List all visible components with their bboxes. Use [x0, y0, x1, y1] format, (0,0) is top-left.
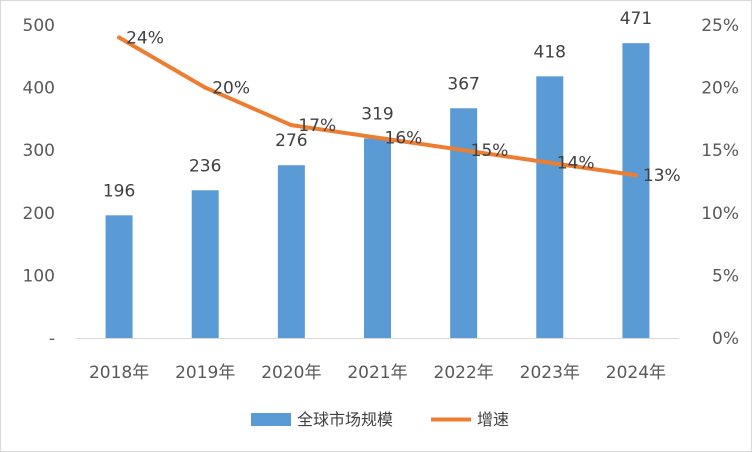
line-point	[289, 123, 294, 128]
y-right-tick-label: 25%	[701, 16, 739, 36]
bar	[536, 76, 564, 338]
bar	[191, 190, 219, 338]
x-tick-label: 2021年	[347, 363, 407, 383]
bar	[105, 215, 133, 338]
legend-bar-swatch	[251, 413, 291, 426]
line-value-label: 24%	[126, 29, 164, 49]
legend-bar-label: 全球市场规模	[297, 410, 393, 429]
line-point	[203, 85, 208, 90]
x-tick-label: 2024年	[606, 363, 666, 383]
bar-value-label: 471	[620, 9, 652, 29]
line-series	[117, 35, 638, 178]
y-left-tick-label: 400	[23, 79, 55, 99]
line-point	[633, 173, 638, 178]
data-labels: 196 236 276 319 367 418 471 24% 20% 17% 16% 15% 14% 1…	[103, 9, 681, 201]
y-left-tick-label: 500	[23, 16, 55, 36]
bar	[277, 165, 305, 338]
line-value-label: 17%	[298, 116, 336, 136]
bar-value-label: 367	[447, 74, 479, 94]
x-tick-label: 2022年	[434, 363, 494, 383]
line-point	[117, 35, 122, 40]
legend-line-label: 增速	[477, 410, 509, 429]
bar	[364, 138, 391, 338]
y-left-tick-label: 100	[23, 266, 55, 286]
y-right-tick-label: 0%	[712, 329, 739, 349]
line-point	[547, 160, 552, 165]
y-right-tick-label: 5%	[712, 266, 739, 286]
y-right-tick-label: 20%	[701, 79, 739, 99]
bar-series	[105, 43, 650, 339]
bar-value-label: 276	[275, 131, 307, 151]
legend: 全球市场规模 增速	[251, 410, 509, 429]
line-value-label: 16%	[385, 129, 423, 149]
line-value-label: 14%	[557, 154, 595, 174]
y-right-tick-label: 10%	[701, 204, 739, 224]
line-value-label: 20%	[212, 79, 250, 99]
line-point	[375, 135, 380, 140]
bar-value-label: 196	[103, 181, 135, 201]
line-point	[461, 148, 466, 153]
y-left-tick-label: 300	[23, 141, 55, 161]
axes-layer: - 100 200 300 400 500 0% 5% 10% 15% 20% 25% 2018年 201…	[23, 16, 739, 383]
bar-value-label: 319	[361, 104, 393, 124]
line-value-label: 13%	[643, 166, 681, 186]
x-tick-label: 2018年	[89, 363, 149, 383]
bar	[450, 108, 478, 339]
x-tick-label: 2020年	[261, 363, 321, 383]
bar-value-label: 236	[189, 156, 221, 176]
bar-value-label: 418	[534, 42, 566, 62]
bar	[622, 43, 650, 339]
y-left-tick-label: -	[49, 329, 55, 349]
x-tick-label: 2019年	[175, 363, 235, 383]
line-value-label: 15%	[471, 141, 509, 161]
y-right-tick-label: 15%	[701, 141, 739, 161]
y-left-tick-label: 200	[23, 204, 55, 224]
x-tick-label: 2023年	[520, 363, 580, 383]
